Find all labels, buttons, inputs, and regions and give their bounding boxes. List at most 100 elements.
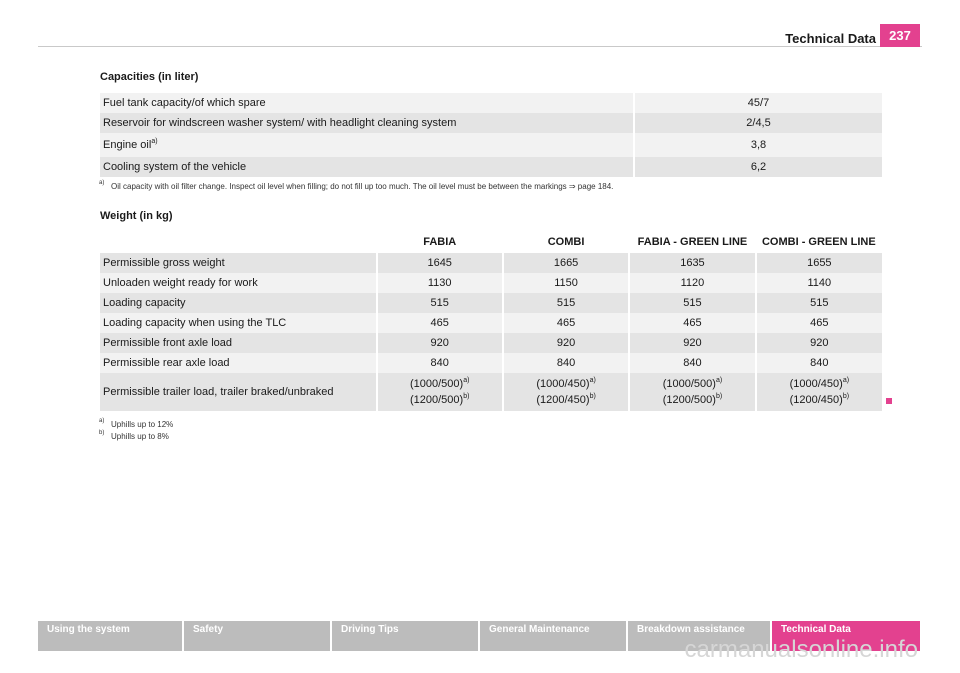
chapter-nav: Using the system Safety Driving Tips Gen…	[38, 621, 922, 651]
column-header: FABIA - GREEN LINE	[637, 236, 748, 248]
cell-value: 1130	[375, 273, 503, 293]
table-row: Permissible front axle load 920 920 920 …	[100, 333, 882, 353]
cell-line: (1000/450)	[536, 378, 590, 390]
footnote-mark: a)	[99, 180, 105, 186]
nav-tab-driving-tips[interactable]: Driving Tips	[332, 621, 478, 651]
cell-value: 1635	[628, 253, 756, 273]
table-row: Cooling system of the vehicle 6,2	[100, 157, 882, 177]
cell-line: (1200/500)	[409, 394, 464, 406]
footnote-mark: b)	[842, 393, 850, 400]
row-label: Reservoir for windscreen washer system/ …	[100, 113, 634, 133]
cell-value: 920	[501, 333, 630, 353]
footnote-mark: a)	[99, 418, 105, 424]
table-header-row: FABIA COMBI FABIA - GREEN LINE COMBI - G…	[100, 231, 882, 253]
nav-tab-breakdown-assistance[interactable]: Breakdown assistance	[628, 621, 770, 651]
cell-value: (1000/500)a) (1200/500)b)	[628, 373, 756, 411]
footnote-text: Uphills up to 8%	[111, 432, 169, 441]
row-label: Fuel tank capacity/of which spare	[100, 93, 634, 113]
column-header: FABIA	[423, 236, 457, 248]
nav-tab-safety[interactable]: Safety	[184, 621, 330, 651]
footnote-mark: b)	[589, 393, 596, 400]
footnote-mark: b)	[463, 393, 470, 400]
cell-value: 465	[501, 313, 630, 333]
cell-value: 840	[375, 353, 503, 373]
weight-table: FABIA COMBI FABIA - GREEN LINE COMBI - G…	[100, 231, 882, 411]
cell-value: 840	[501, 353, 630, 373]
cell-value: 515	[754, 293, 882, 313]
cell-line: (1200/500)	[662, 394, 716, 406]
header-rule	[38, 46, 922, 47]
row-label: Loading capacity when using the TLC	[100, 313, 377, 333]
cell-value: 465	[375, 313, 503, 333]
cell-line: (1000/500)	[662, 378, 716, 390]
footnote-mark: a)	[715, 377, 723, 384]
row-label: Unloaden weight ready for work	[100, 273, 377, 293]
footnote-text: Oil capacity with oil filter change. Ins…	[111, 182, 614, 191]
cell-value: 1150	[501, 273, 630, 293]
footnote-mark: a)	[463, 377, 470, 384]
cell-line: (1000/450)	[789, 378, 843, 390]
cell-value: 465	[754, 313, 882, 333]
footnote-mark: b)	[99, 430, 105, 436]
row-label: Engine oila)	[100, 133, 634, 157]
weight-footnote-a: a) Uphills up to 12%	[99, 418, 174, 429]
row-label: Permissible front axle load	[100, 333, 377, 353]
page-header-title: Technical Data	[785, 31, 876, 46]
cell-line: (1200/450)	[536, 394, 590, 406]
cell-value: 920	[628, 333, 756, 353]
footnote-mark: a)	[589, 377, 596, 384]
cell-value: 1645	[375, 253, 503, 273]
row-label: Loading capacity	[100, 293, 377, 313]
nav-tab-technical-data[interactable]: Technical Data	[772, 621, 920, 651]
row-value: 6,2	[633, 157, 882, 177]
row-label: Cooling system of the vehicle	[100, 157, 634, 177]
row-label: Permissible gross weight	[100, 253, 377, 273]
footnote-mark: b)	[715, 393, 723, 400]
table-row: Loading capacity 515 515 515 515	[100, 293, 882, 313]
cell-value: (1000/450)a) (1200/450)b)	[754, 373, 882, 411]
cell-value: 1120	[628, 273, 756, 293]
cell-value: 465	[628, 313, 756, 333]
cell-value: 1140	[754, 273, 882, 293]
row-label: Permissible rear axle load	[100, 353, 377, 373]
cell-value: (1000/500)a) (1200/500)b)	[375, 373, 503, 411]
footnote-text: Uphills up to 12%	[111, 420, 174, 429]
table-row: Engine oila) 3,8	[100, 133, 882, 157]
cell-value: 515	[501, 293, 630, 313]
cell-value: 1655	[754, 253, 882, 273]
engine-oil-label: Engine oil	[103, 139, 152, 151]
table-row: Loading capacity when using the TLC 465 …	[100, 313, 882, 333]
column-header: COMBI	[547, 236, 585, 248]
row-value: 45/7	[633, 93, 882, 113]
cell-value: 1665	[501, 253, 630, 273]
watermark-logo: carmanualsonline.info	[684, 636, 918, 663]
row-label: Permissible trailer load, trailer braked…	[100, 373, 377, 411]
row-value: 2/4,5	[633, 113, 882, 133]
footnote-mark: a)	[842, 377, 850, 384]
nav-tab-general-maintenance[interactable]: General Maintenance	[480, 621, 626, 651]
capacities-title: Capacities (in liter)	[100, 71, 199, 83]
page-number: 237	[880, 24, 920, 47]
cell-value: 840	[628, 353, 756, 373]
row-value: 3,8	[633, 133, 882, 157]
column-header: COMBI - GREEN LINE	[761, 236, 876, 248]
table-row: Permissible rear axle load 840 840 840 8…	[100, 353, 882, 373]
weight-footnote-b: b) Uphills up to 8%	[99, 430, 169, 441]
section-end-marker	[886, 398, 892, 404]
capacities-table: Fuel tank capacity/of which spare 45/7 R…	[100, 93, 882, 177]
capacities-footnote: a) Oil capacity with oil filter change. …	[99, 180, 614, 191]
table-row: Fuel tank capacity/of which spare 45/7	[100, 93, 882, 113]
table-row: Unloaden weight ready for work 1130 1150…	[100, 273, 882, 293]
cell-line: (1200/450)	[789, 394, 843, 406]
table-row: Permissible gross weight 1645 1665 1635 …	[100, 253, 882, 273]
weight-title: Weight (in kg)	[100, 210, 173, 222]
table-row: Permissible trailer load, trailer braked…	[100, 373, 882, 411]
footnote-mark: a)	[151, 138, 158, 145]
cell-value: 515	[375, 293, 503, 313]
cell-value: (1000/450)a) (1200/450)b)	[501, 373, 630, 411]
cell-value: 920	[375, 333, 503, 353]
nav-tab-using-the-system[interactable]: Using the system	[38, 621, 182, 651]
cell-value: 840	[754, 353, 882, 373]
cell-value: 515	[628, 293, 756, 313]
cell-line: (1000/500)	[409, 378, 464, 390]
